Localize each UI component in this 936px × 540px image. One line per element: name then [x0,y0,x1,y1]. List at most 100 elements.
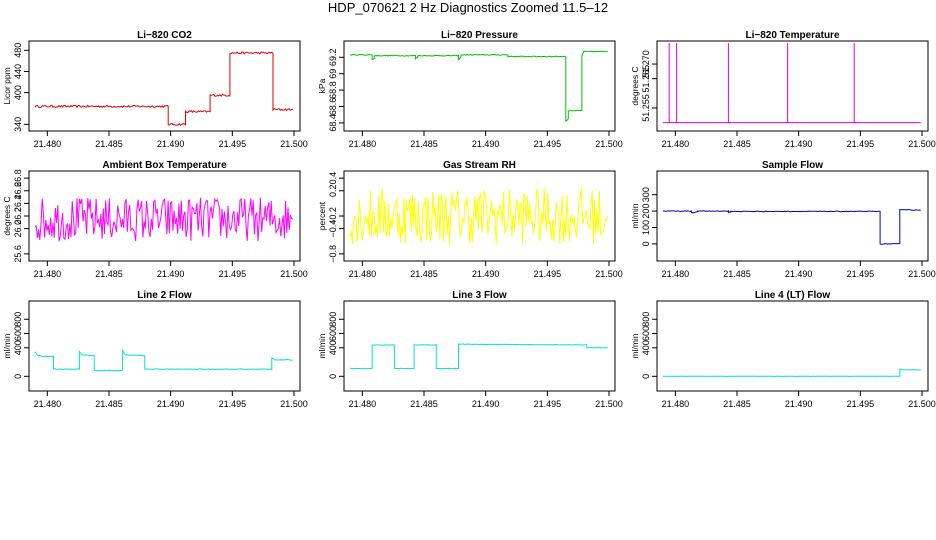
x-tick-label: 21.480 [662,139,690,149]
y-tick-label: −0.4 [328,220,338,238]
x-tick-label: 21.490 [157,399,185,409]
series-line [662,208,921,245]
x-tick-label: 21.495 [534,139,562,149]
y-tick-label: 100 [641,220,651,235]
panel-title: Line 3 Flow [452,290,507,301]
x-tick-label: 21.480 [349,269,377,279]
x-tick-label: 21.500 [595,139,623,149]
y-axis-label: percent [317,201,327,230]
plot-frame [656,40,929,132]
y-tick-label: 51.270 [641,50,651,78]
x-tick-label: 21.485 [723,139,751,149]
series-line [34,197,294,242]
panel-title: Sample Flow [762,160,823,171]
y-tick-label: 0 [641,241,651,246]
x-tick-label: 21.495 [847,139,875,149]
y-tick-label: 800 [13,312,23,327]
x-tick-label: 21.485 [95,399,123,409]
panel-pressure: Li−820 Pressure 21.480 21.485 21.490 21.495 2… [317,30,623,149]
y-tick-label: 200 [641,204,651,219]
x-tick-label: 21.490 [157,269,185,279]
panel-title: Line 4 (LT) Flow [755,290,831,301]
y-tick-label: 69.2 [328,49,338,67]
y-tick-label: 69 [328,69,338,79]
y-tick-label: 51.255 [641,94,651,122]
panel-ambient: Ambient Box Temperature 21.480 21.485 21.49… [2,160,308,279]
y-tick-label: 600 [641,326,651,341]
x-tick-label: 21.480 [34,139,62,149]
y-tick-label: 68.4 [328,114,338,132]
x-tick-label: 21.485 [95,269,123,279]
x-tick-label: 21.500 [908,139,936,149]
y-axis-label: degrees C [630,66,640,105]
x-tick-label: 21.495 [534,269,562,279]
x-tick-label: 21.480 [662,269,690,279]
panel-line2: Line 2 Flow 21.480 21.485 21.490 21.495 21.50… [2,290,308,409]
x-tick-label: 21.480 [349,139,377,149]
x-tick-label: 21.490 [785,399,813,409]
y-tick-label: 440 [13,64,23,79]
x-tick-label: 21.485 [95,139,123,149]
panel-co2: Li−820 CO2 21.480 21.485 21.490 21.495 21.500… [2,30,308,149]
y-tick-label: −0.8 [328,245,338,263]
x-tick-label: 21.500 [908,269,936,279]
y-tick-label: 68.8 [328,81,338,99]
x-tick-label: 21.500 [280,269,308,279]
y-tick-label: 400 [13,340,23,355]
y-tick-label: 0 [328,374,338,379]
x-tick-label: 21.500 [908,399,936,409]
panel-title: Line 2 Flow [137,290,192,301]
series-line [662,368,921,377]
plot-frame [28,300,301,392]
y-tick-label: 800 [641,312,651,327]
y-axis-label: ml/min [317,333,327,358]
x-tick-label: 21.480 [349,399,377,409]
y-axis-label: degrees C [2,196,12,235]
y-tick-label: 26.0 [13,220,23,238]
y-tick-label: 51.265 [641,65,651,93]
plot-frame [656,300,929,392]
series-line [663,43,921,124]
panel-line3: Line 3 Flow 21.480 21.485 21.490 21.495 21.50… [317,290,623,409]
x-tick-label: 21.480 [662,399,690,409]
y-tick-label: 800 [328,312,338,327]
panel-line4: Line 4 (LT) Flow 21.480 21.485 21.490 21.495… [630,290,936,409]
x-tick-label: 21.495 [534,399,562,409]
series-line [349,50,608,122]
panel-title: Ambient Box Temperature [102,160,227,171]
x-tick-label: 21.500 [595,399,623,409]
y-axis-label: ml/min [2,333,12,358]
y-tick-label: 0.4 [328,172,338,185]
x-tick-label: 21.490 [472,399,500,409]
y-tick-label: 400 [641,340,651,355]
y-tick-label: 25.6 [13,245,23,263]
plot-frame [343,300,616,392]
y-tick-label: 0.2 [328,185,338,198]
y-tick-label: 26.6 [13,182,23,200]
y-tick-label: 300 [641,187,651,202]
y-tick-label: 0 [13,374,23,379]
plot-frame [656,170,929,262]
x-tick-label: 21.500 [595,269,623,279]
series-line [34,348,293,372]
y-tick-label: 600 [328,326,338,341]
y-tick-label: 400 [328,340,338,355]
y-axis-label: ml/min [630,333,640,358]
panel-sample: Sample Flow 21.480 21.485 21.490 21.495 21.50… [630,160,936,279]
x-tick-label: 21.490 [472,139,500,149]
series-line [34,51,293,126]
figure-title: HDP_070621 2 Hz Diagnostics Zoomed 11.5–… [327,0,609,15]
series-line [349,343,608,370]
x-tick-label: 21.495 [219,269,247,279]
y-tick-label: 600 [13,326,23,341]
series-line [349,187,609,245]
x-tick-label: 21.480 [34,269,62,279]
y-tick-label: 26.8 [13,169,23,187]
x-tick-label: 21.485 [723,399,751,409]
x-tick-label: 21.500 [280,139,308,149]
panel-title: Li−820 CO2 [137,30,192,41]
x-tick-label: 21.490 [785,269,813,279]
x-tick-label: 21.490 [157,139,185,149]
y-tick-label: −0.2 [328,207,338,225]
